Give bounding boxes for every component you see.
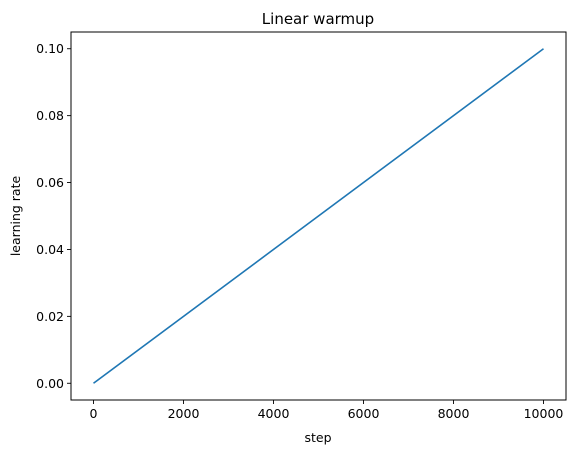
x-tick-label: 4000 <box>258 406 290 421</box>
y-axis-ticks: 0.00 0.02 0.04 0.06 0.08 0.10 <box>36 41 71 391</box>
y-tick-label: 0.00 <box>36 376 64 391</box>
x-tick-label: 8000 <box>438 406 470 421</box>
x-tick-label: 10000 <box>524 406 564 421</box>
x-tick-label: 0 <box>90 406 98 421</box>
y-tick-label: 0.06 <box>36 175 64 190</box>
x-tick-label: 2000 <box>168 406 200 421</box>
x-axis-ticks: 0 2000 4000 6000 8000 10000 <box>90 400 564 421</box>
plot-area <box>93 48 544 384</box>
y-axis-label: learning rate <box>8 176 23 257</box>
y-tick-label: 0.02 <box>36 309 64 324</box>
series-line-0 <box>93 48 544 384</box>
plot-frame <box>70 31 567 401</box>
y-tick-label: 0.10 <box>36 41 64 56</box>
y-tick-label: 0.04 <box>36 242 64 257</box>
y-tick-label: 0.08 <box>36 108 64 123</box>
chart-title: Linear warmup <box>262 10 374 28</box>
x-axis-label: step <box>304 430 331 445</box>
x-tick-label: 6000 <box>348 406 380 421</box>
